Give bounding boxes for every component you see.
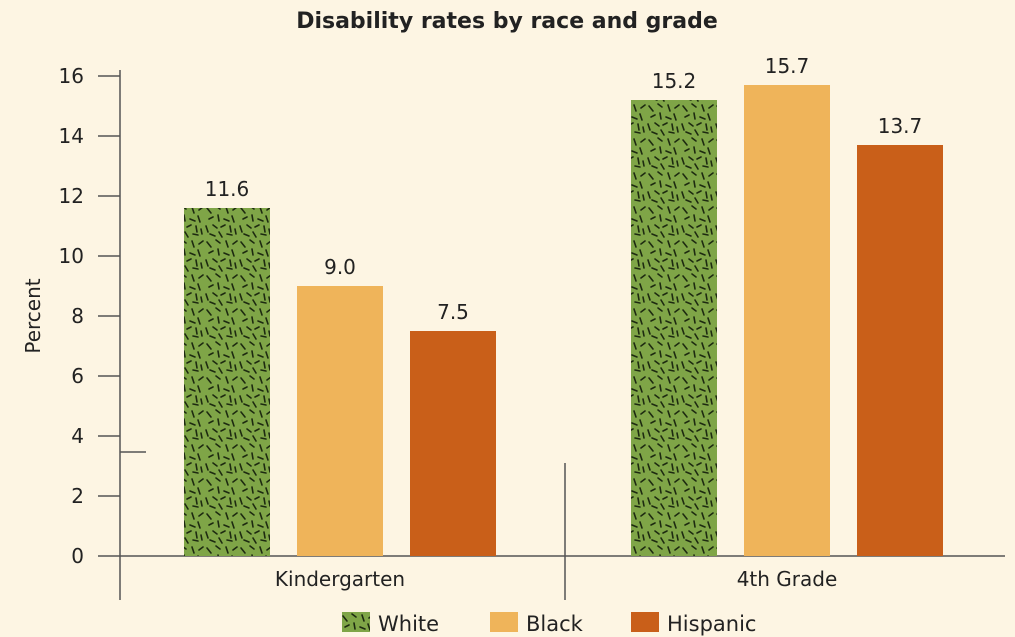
legend-swatch-hispanic [631,612,659,632]
bar-white-kindergarten [184,208,270,556]
bars [184,85,943,556]
value-labels: 11.6 9.0 7.5 15.2 15.7 13.7 [205,54,923,324]
legend-label-black: Black [526,612,584,636]
value-label: 13.7 [878,114,923,138]
y-tick-label: 12 [59,184,84,208]
bar-hispanic-kindergarten [410,331,496,556]
y-tick-label: 2 [71,484,84,508]
legend-swatch-white [342,612,370,632]
bar-black-4th-grade [744,85,830,556]
legend-label-white: White [378,612,439,636]
legend: White Black Hispanic [342,612,756,636]
category-label: Kindergarten [275,567,405,591]
y-axis-label: Percent [21,278,45,353]
category-labels: Kindergarten 4th Grade [275,567,837,591]
value-label: 15.2 [652,69,697,93]
value-label: 7.5 [437,300,469,324]
bar-black-kindergarten [297,286,383,556]
value-label: 15.7 [765,54,810,78]
value-label: 9.0 [324,255,356,279]
category-label: 4th Grade [737,567,838,591]
value-label: 11.6 [205,177,250,201]
legend-swatch-black [490,612,518,632]
y-tick-label: 8 [71,304,84,328]
y-tick-label: 10 [59,244,84,268]
y-tick-label: 14 [59,124,84,148]
y-tick-label: 6 [71,364,84,388]
y-axis-ticks: 0 2 4 6 8 10 12 14 16 [59,64,120,568]
y-tick-label: 0 [71,544,84,568]
y-tick-label: 4 [71,424,84,448]
legend-label-hispanic: Hispanic [667,612,756,636]
y-tick-label: 16 [59,64,84,88]
bar-white-4th-grade [631,100,717,556]
chart-title: Disability rates by race and grade [296,9,718,34]
bar-hispanic-4th-grade [857,145,943,556]
